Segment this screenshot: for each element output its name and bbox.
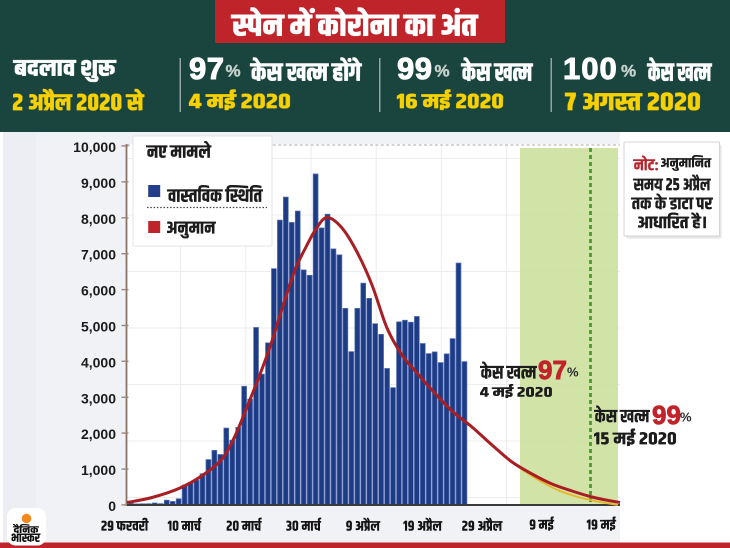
svg-text:%: %	[226, 62, 241, 81]
svg-text:5,000: 5,000	[81, 319, 116, 335]
svg-text:7,000: 7,000	[81, 247, 116, 263]
svg-text:97: 97	[189, 51, 224, 86]
svg-text:10,000: 10,000	[73, 139, 116, 155]
svg-text:97: 97	[538, 355, 567, 385]
svg-text:1,000: 1,000	[81, 462, 116, 478]
svg-text:%: %	[435, 62, 450, 81]
svg-text:99: 99	[397, 51, 432, 86]
svg-text:%: %	[567, 365, 579, 380]
svg-text:6,000: 6,000	[81, 283, 116, 299]
svg-text:8,000: 8,000	[81, 211, 116, 227]
svg-text:0: 0	[108, 498, 116, 514]
svg-text:100: 100	[563, 51, 618, 86]
svg-text:3,000: 3,000	[81, 390, 116, 406]
svg-text:%: %	[680, 410, 692, 425]
svg-text:99: 99	[652, 400, 681, 430]
svg-text:4,000: 4,000	[81, 354, 116, 370]
svg-text:%: %	[621, 62, 636, 81]
svg-text:2,000: 2,000	[81, 426, 116, 442]
svg-text:9,000: 9,000	[81, 175, 116, 191]
